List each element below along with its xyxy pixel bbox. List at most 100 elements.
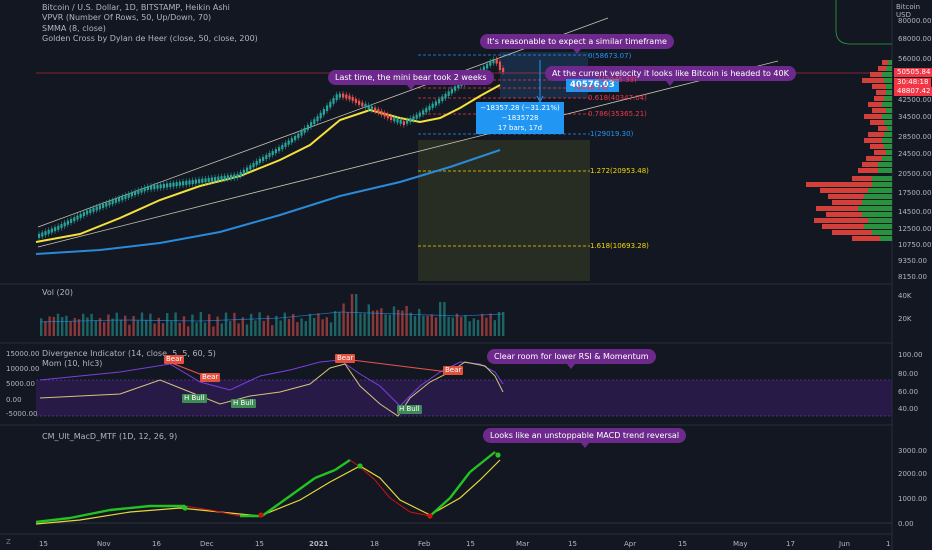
price-candle — [50, 228, 53, 233]
price-candle — [188, 180, 191, 185]
price-candle — [370, 106, 373, 111]
vpvr-bar-up — [886, 150, 892, 155]
volume-bar — [342, 303, 345, 336]
macd-pane-label: CM_Ult_MacD_MTF (1D, 12, 26, 9) — [42, 432, 178, 441]
measure-info-box[interactable]: −18357.28 (−31.21%) −1835728 17 bars, 17… — [476, 102, 564, 134]
price-candle — [169, 183, 172, 188]
volume-bar — [229, 321, 232, 336]
volume-bar — [40, 318, 43, 336]
volume-axis-tick: 20K — [898, 315, 912, 323]
vpvr-bar-down — [882, 60, 888, 65]
smma-indicator-label: SMMA (8, close) — [42, 23, 106, 33]
volume-bar — [350, 294, 354, 336]
macd-line-segment — [261, 495, 291, 517]
volume-bar — [271, 325, 274, 336]
div-left-axis-tick: -5000.00 — [6, 410, 38, 418]
volume-bar — [115, 312, 118, 336]
price-candle — [239, 172, 242, 177]
price-candle — [95, 206, 98, 211]
macd-line-segment — [334, 459, 351, 471]
price-candle — [108, 201, 111, 206]
price-axis-tick: 56000.00 — [898, 55, 932, 63]
price-candle — [130, 192, 133, 197]
annotation-macd-reversal[interactable]: Looks like an unstoppable MACD trend rev… — [483, 428, 687, 448]
volume-bar — [313, 317, 316, 336]
price-candle — [338, 93, 341, 98]
price-candle — [406, 119, 409, 124]
volume-bar — [355, 294, 358, 336]
countdown-tag: 30:48:18 — [894, 78, 932, 87]
macd-line-segment — [314, 468, 336, 480]
volume-bar — [237, 323, 240, 336]
macd-line-segment — [289, 477, 316, 497]
price-candle — [98, 205, 101, 210]
price-candle — [47, 229, 50, 234]
volume-bar — [262, 320, 265, 336]
volume-bar — [384, 314, 387, 336]
time-axis-tick: Apr — [624, 540, 637, 548]
projection-zone — [418, 140, 590, 281]
volume-bar — [485, 317, 488, 336]
vpvr-bar-down — [872, 108, 886, 113]
div-right-axis-tick: 80.00 — [898, 370, 919, 378]
volume-bar — [287, 318, 291, 336]
price-candle — [54, 227, 57, 232]
price-candle — [374, 107, 377, 112]
vpvr-indicator-label: VPVR (Number Of Rows, 50, Up/Down, 70) — [42, 13, 212, 23]
macd-line-segment — [429, 497, 451, 517]
volume-bar — [481, 313, 484, 336]
annotation-similar-timeframe[interactable]: It's reasonable to expect a similar time… — [480, 34, 674, 54]
vpvr-bar-up — [884, 132, 892, 137]
measure-bars: 17 bars, 17d — [497, 124, 543, 132]
time-axis-tick: 1 — [886, 540, 891, 548]
macd-axis-tick: 1000.00 — [898, 495, 927, 503]
price-candle — [358, 100, 361, 105]
volume-axis-tick: 40K — [898, 292, 912, 300]
price-candle — [274, 149, 277, 154]
price-candle — [313, 119, 316, 125]
volume-bar — [359, 313, 362, 336]
price-candle — [329, 101, 332, 108]
volume-bar — [380, 308, 383, 336]
annotation-mini-bear[interactable]: Last time, the mini bear took 2 weeks — [328, 70, 494, 90]
volume-bar — [157, 317, 160, 336]
vpvr-bar-down — [866, 156, 882, 161]
price-axis-tick: 24500.00 — [898, 150, 932, 158]
symbol-title: Bitcoin / U.S. Dollar, 1D, BITSTAMP, Hei… — [42, 3, 230, 12]
price-candle — [412, 116, 415, 121]
price-candle — [252, 163, 255, 168]
price-candle — [60, 224, 63, 229]
price-candle — [258, 158, 261, 163]
price-candle — [159, 184, 162, 189]
fib-level-label: 1.272(20953.48) — [590, 167, 649, 175]
volume-bar — [119, 319, 123, 336]
bear-signal-tag: Bear — [335, 354, 356, 363]
price-candle — [351, 96, 354, 101]
price-candle — [495, 59, 498, 64]
price-candle — [172, 182, 175, 187]
price-candle — [348, 95, 351, 100]
chart-legend: Bitcoin / U.S. Dollar, 1D, BITSTAMP, Hei… — [42, 3, 258, 45]
volume-bar — [468, 321, 471, 336]
volume-bar — [430, 314, 433, 336]
price-candle — [319, 112, 322, 119]
price-candle — [428, 105, 431, 111]
volume-bar — [367, 304, 370, 336]
timezone-button[interactable]: Z — [6, 538, 11, 546]
time-axis-tick: 15 — [466, 540, 475, 548]
price-candle — [201, 178, 204, 183]
volume-bar — [203, 322, 207, 336]
annotation-rsi-momentum[interactable]: Clear room for lower RSI & Momentum — [487, 349, 656, 369]
annotation-headed-40k[interactable]: At the current velocity it looks like Bi… — [545, 66, 796, 86]
price-candle — [214, 177, 217, 182]
price-candle — [137, 189, 140, 194]
macd-cross-dot — [495, 452, 501, 458]
macd-line-segment — [469, 459, 486, 473]
vpvr-bar-up — [888, 60, 892, 65]
measure-price-label[interactable]: 40576.03 — [566, 79, 619, 92]
divergence-pane-label: Divergence Indicator (14, close, 5, 5, 6… — [42, 349, 216, 358]
volume-bar — [52, 316, 55, 336]
price-candle — [294, 135, 297, 141]
price-candle — [431, 103, 434, 108]
